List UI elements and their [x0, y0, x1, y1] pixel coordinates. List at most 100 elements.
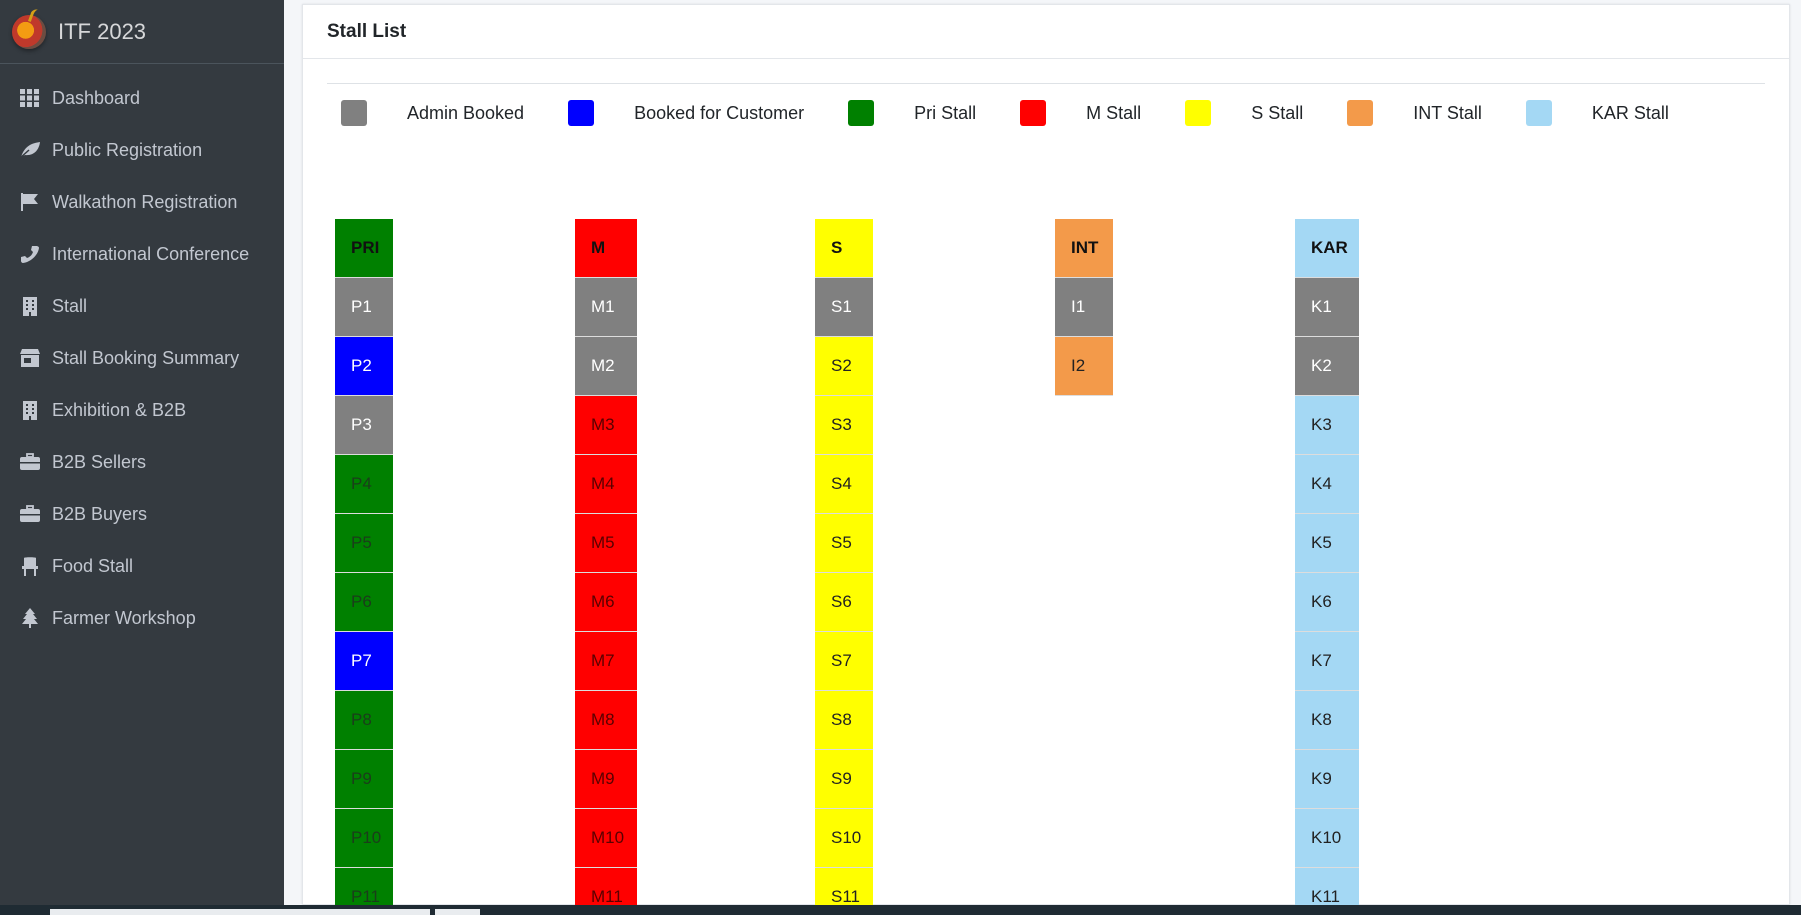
stall-cell[interactable]: M3 — [575, 396, 637, 455]
sidebar-item-public-registration[interactable]: Public Registration — [0, 124, 284, 176]
stall-cell[interactable]: I2 — [1055, 337, 1113, 396]
sidebar-item-stall[interactable]: Stall — [0, 280, 284, 332]
legend-label: Booked for Customer — [634, 102, 805, 123]
stall-cell[interactable]: M8 — [575, 691, 637, 750]
stall-cell[interactable]: P7 — [335, 632, 393, 691]
legend-swatch — [1020, 100, 1047, 126]
stall-cell[interactable]: K8 — [1295, 691, 1359, 750]
sidebar-item-label: Walkathon Registration — [52, 191, 238, 212]
stall-cell[interactable]: I1 — [1055, 278, 1113, 337]
building-icon — [18, 400, 42, 420]
stall-cell[interactable]: M10 — [575, 809, 637, 868]
taskbar-segment — [50, 909, 430, 915]
stall-cell[interactable]: S8 — [815, 691, 873, 750]
stall-cell[interactable]: M1 — [575, 278, 637, 337]
sidebar-item-b2b-sellers[interactable]: B2B Sellers — [0, 436, 284, 488]
legend-swatch — [1347, 100, 1374, 126]
stall-cell[interactable]: M6 — [575, 573, 637, 632]
page-title: Stall List — [327, 20, 407, 42]
stall-cell[interactable]: P9 — [335, 750, 393, 809]
legend-swatch — [341, 100, 367, 126]
stall-cell[interactable]: S6 — [815, 573, 873, 632]
stall-cell[interactable]: S5 — [815, 514, 873, 573]
sidebar-item-farmer-workshop[interactable]: Farmer Workshop — [0, 592, 284, 644]
sidebar-item-international-conference[interactable]: International Conference — [0, 228, 284, 280]
sidebar-item-label: Food Stall — [52, 555, 134, 576]
sidebar-item-exhibition-b2b[interactable]: Exhibition & B2B — [0, 384, 284, 436]
legend-item: Admin Booked — [341, 100, 524, 126]
stall-cell[interactable]: M4 — [575, 455, 637, 514]
stall-column-pri: PRI P1 P2 P3 P4 P5 P6 P7 P8 P9 P10 P11 — [335, 219, 393, 915]
divider — [327, 83, 1765, 84]
briefcase-icon — [18, 504, 42, 524]
sidebar-item-label: Stall — [52, 295, 88, 316]
stall-cell[interactable]: M9 — [575, 750, 637, 809]
stall-cell[interactable]: S10 — [815, 809, 873, 868]
sidebar-item-walkathon-registration[interactable]: Walkathon Registration — [0, 176, 284, 228]
stall-cell[interactable]: S7 — [815, 632, 873, 691]
legend-label: S Stall — [1251, 102, 1304, 123]
sidebar-item-stall-booking-summary[interactable]: Stall Booking Summary — [0, 332, 284, 384]
sidebar-item-b2b-buyers[interactable]: B2B Buyers — [0, 488, 284, 540]
stall-cell[interactable]: K9 — [1295, 750, 1359, 809]
sidebar-item-food-stall[interactable]: Food Stall — [0, 540, 284, 592]
stall-cell[interactable]: P2 — [335, 337, 393, 396]
stall-cell[interactable]: P10 — [335, 809, 393, 868]
legend-label: M Stall — [1086, 102, 1142, 123]
legend-label: Pri Stall — [914, 102, 977, 123]
stall-column-header: INT — [1055, 219, 1113, 278]
stall-cell[interactable]: K5 — [1295, 514, 1359, 573]
tree-icon — [18, 608, 42, 628]
legend: Admin Booked Booked for Customer Pri Stall… — [327, 84, 1765, 142]
sidebar-item-dashboard[interactable]: Dashboard — [0, 72, 284, 124]
brand-link[interactable]: ITF 2023 — [0, 0, 284, 64]
sidebar-item-label: Stall Booking Summary — [52, 347, 240, 368]
stall-cell[interactable]: P1 — [335, 278, 393, 337]
stall-cell[interactable]: P3 — [335, 396, 393, 455]
stall-cell[interactable]: K3 — [1295, 396, 1359, 455]
stall-column-kar: KAR K1 K2 K3 K4 K5 K6 K7 K8 K9 K10 K11 — [1295, 219, 1359, 915]
taskbar-segment — [435, 909, 480, 915]
stall-list-card: Stall List Admin Booked Booked for Custom… — [302, 4, 1790, 915]
stall-column-int: INT I1 I2 — [1055, 219, 1113, 396]
stall-cell[interactable]: M7 — [575, 632, 637, 691]
flag-icon — [18, 192, 42, 212]
legend-swatch — [848, 100, 875, 126]
stall-cell[interactable]: P5 — [335, 514, 393, 573]
stall-cell[interactable]: P4 — [335, 455, 393, 514]
stall-cell[interactable]: P6 — [335, 573, 393, 632]
stall-cell[interactable]: K2 — [1295, 337, 1359, 396]
stall-cell[interactable]: S1 — [815, 278, 873, 337]
stall-column-header: KAR — [1295, 219, 1359, 278]
stall-cell[interactable]: M5 — [575, 514, 637, 573]
card-header: Stall List — [303, 5, 1789, 59]
grid-icon — [18, 88, 42, 108]
sidebar-item-label: Public Registration — [52, 139, 203, 160]
stall-cell[interactable]: K10 — [1295, 809, 1359, 868]
sidebar: ITF 2023 Dashboard Public Registration Wal… — [0, 0, 284, 905]
stall-cell[interactable]: M2 — [575, 337, 637, 396]
stall-cell[interactable]: K1 — [1295, 278, 1359, 337]
legend-item: M Stall — [1020, 100, 1141, 126]
legend-swatch — [568, 100, 595, 126]
stall-columns: PRI P1 P2 P3 P4 P5 P6 P7 P8 P9 P10 P11 M M1 M2 M3 M4 M5 M6… — [327, 142, 1765, 915]
stall-cell[interactable]: S9 — [815, 750, 873, 809]
stall-cell[interactable]: S2 — [815, 337, 873, 396]
legend-label: INT Stall — [1413, 102, 1482, 123]
legend-item: S Stall — [1185, 100, 1303, 126]
legend-swatch — [1185, 100, 1212, 126]
sidebar-nav: Dashboard Public Registration Walkathon Re… — [0, 64, 284, 644]
stall-column-header: S — [815, 219, 873, 278]
chair-icon — [18, 556, 42, 576]
stall-cell[interactable]: S4 — [815, 455, 873, 514]
stall-cell[interactable]: K6 — [1295, 573, 1359, 632]
stall-cell[interactable]: K7 — [1295, 632, 1359, 691]
brand-title: ITF 2023 — [58, 18, 147, 44]
stall-cell[interactable]: S3 — [815, 396, 873, 455]
store-icon — [18, 348, 42, 368]
briefcase-icon — [18, 452, 42, 472]
sidebar-item-label: Dashboard — [52, 87, 141, 108]
stall-cell[interactable]: P8 — [335, 691, 393, 750]
stall-column-s: S S1 S2 S3 S4 S5 S6 S7 S8 S9 S10 S11 — [815, 219, 873, 915]
stall-cell[interactable]: K4 — [1295, 455, 1359, 514]
